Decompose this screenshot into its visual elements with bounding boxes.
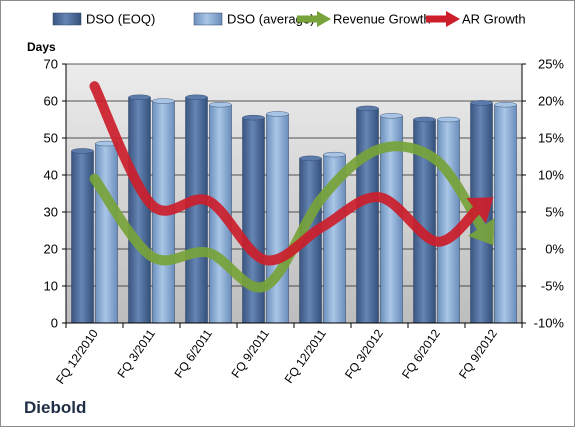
x-tick-label: FQ 9/2012 xyxy=(456,326,500,381)
y-tick-label: 10 xyxy=(44,279,58,294)
legend-label: DSO (EOQ) xyxy=(86,12,155,27)
bar-top xyxy=(71,148,94,154)
bar-top xyxy=(242,114,265,121)
arrowhead-ar-growth xyxy=(466,197,494,224)
bar-dso-eoq xyxy=(128,94,151,324)
bar-top xyxy=(185,94,208,101)
y-axis-title: Days xyxy=(27,40,56,54)
series-ar-growth xyxy=(89,81,494,266)
y-tick-label: 70 xyxy=(44,57,58,72)
bar-top xyxy=(266,111,289,117)
bar-top xyxy=(128,94,151,101)
legend-arrow-icon xyxy=(317,11,331,27)
legend-label: AR Growth xyxy=(462,12,526,27)
legend-label: DSO (average) xyxy=(227,12,314,27)
bar-dso-eoq xyxy=(356,105,379,324)
legend-item-dso-eoq: DSO (EOQ) xyxy=(52,12,155,27)
bar-body xyxy=(95,143,118,324)
bar-dso-average xyxy=(95,140,118,324)
bar-top xyxy=(356,105,379,112)
bar-top xyxy=(413,116,436,123)
bar-dso-eoq xyxy=(71,148,94,324)
y2-tick-label: 15% xyxy=(538,131,564,146)
y-tick-label: 20 xyxy=(44,242,58,257)
y2-tick-label: 20% xyxy=(538,94,564,109)
y2-tick-label: 5% xyxy=(545,205,564,220)
x-tick-label: FQ 6/2012 xyxy=(399,326,443,381)
y2-tick-label: 10% xyxy=(538,168,564,183)
bar-dso-eoq xyxy=(242,114,265,324)
y-tick-label: 30 xyxy=(44,205,58,220)
bar-body xyxy=(185,97,208,324)
x-tick-label: FQ 3/2011 xyxy=(114,326,158,380)
legend-arrow-icon xyxy=(446,11,460,27)
bar-body xyxy=(494,104,517,324)
bar-body xyxy=(128,97,151,324)
y2-tick-label: 0% xyxy=(545,242,564,257)
bar-top xyxy=(299,155,322,162)
x-tick-label: FQ 12/2010 xyxy=(53,326,101,386)
bar-top xyxy=(152,98,175,104)
bar-dso-average xyxy=(266,111,289,324)
y-tick-label: 40 xyxy=(44,168,58,183)
bar-top xyxy=(323,151,346,158)
y2-tick-label: -10% xyxy=(534,316,565,331)
y2-tick-label: -5% xyxy=(541,279,565,294)
legend-swatch xyxy=(52,12,82,26)
y2-tick-label: 25% xyxy=(538,57,564,72)
bar-top xyxy=(470,100,493,106)
bar-dso-average xyxy=(494,101,517,324)
legend-item-revenue-growth: Revenue Growth xyxy=(297,11,431,27)
arrowhead-revenue-growth xyxy=(467,218,495,246)
legend-item-ar-growth: AR Growth xyxy=(426,11,526,27)
bar-dso-eoq xyxy=(185,94,208,324)
bar-dso-average xyxy=(437,116,460,324)
company-name: Diebold xyxy=(24,398,87,417)
x-tick-label: FQ 3/2012 xyxy=(342,326,386,381)
line-ar-growth xyxy=(89,81,482,266)
legend-item-dso-average: DSO (average) xyxy=(193,12,314,27)
legend-label: Revenue Growth xyxy=(333,12,431,27)
bar-body xyxy=(266,113,289,324)
y-tick-label: 0 xyxy=(51,316,58,331)
x-tick-label: FQ 12/2011 xyxy=(282,326,329,385)
y-tick-label: 50 xyxy=(44,131,58,146)
bar-body xyxy=(356,108,379,324)
bar-top xyxy=(437,116,460,123)
bar-top xyxy=(209,101,232,108)
y-tick-label: 60 xyxy=(44,94,58,109)
legend-swatch xyxy=(193,12,223,26)
bar-top xyxy=(494,101,517,108)
x-tick-label: FQ 6/2011 xyxy=(171,326,215,380)
bar-top xyxy=(380,113,403,119)
bar-body xyxy=(437,119,460,324)
x-tick-label: FQ 9/2011 xyxy=(228,326,272,380)
